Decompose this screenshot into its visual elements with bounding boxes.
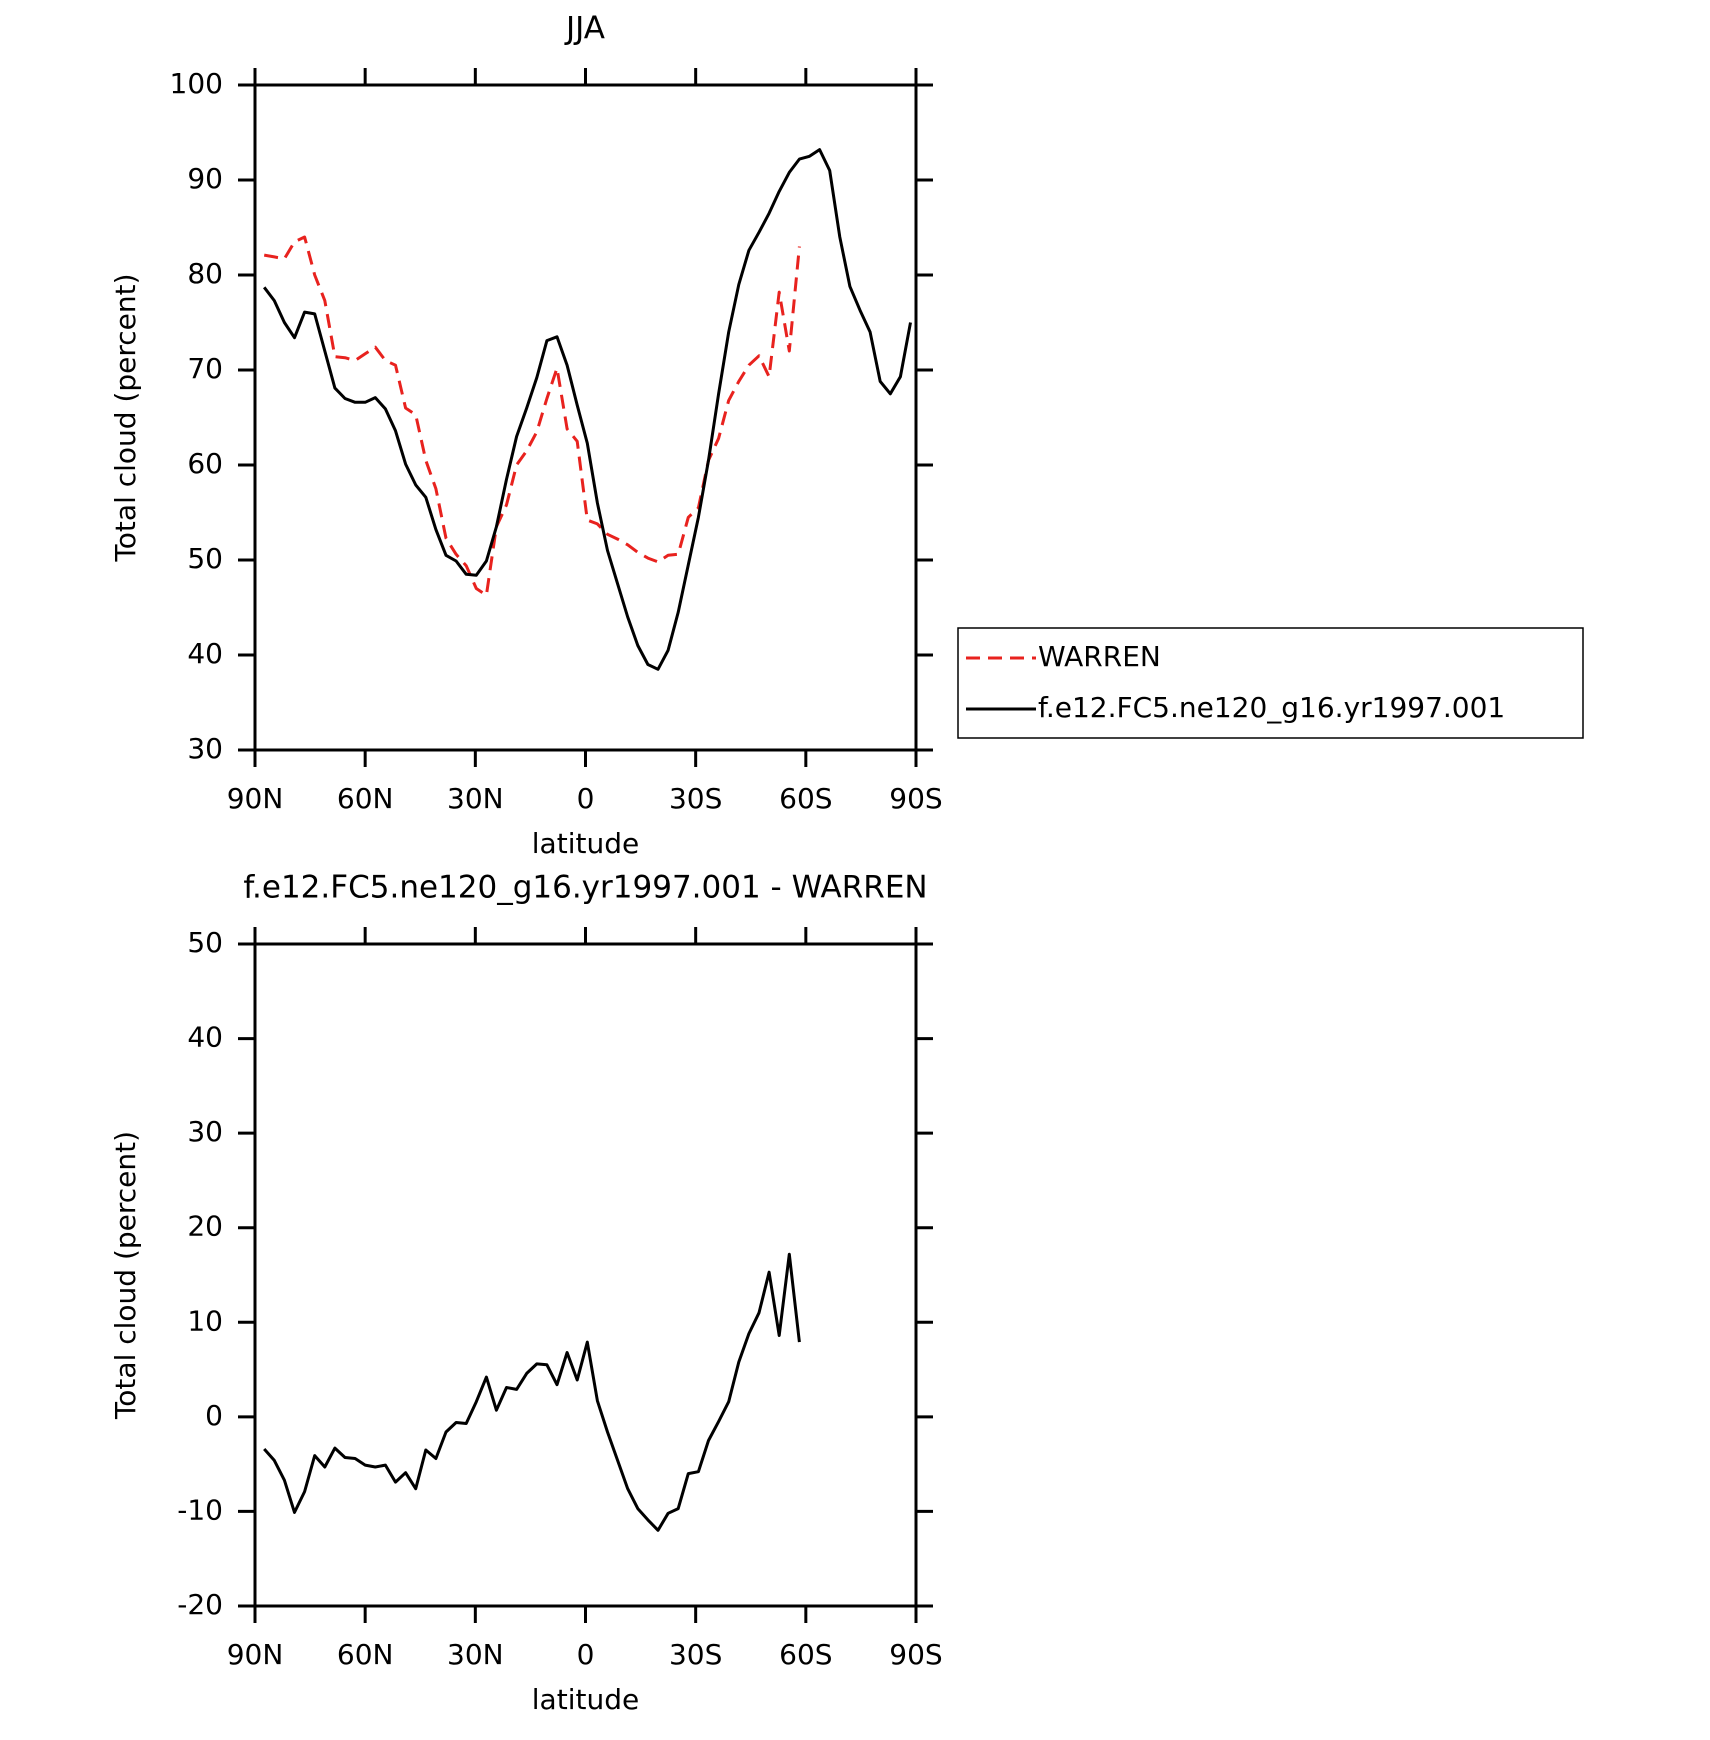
y-tick-label: 0: [205, 1399, 223, 1432]
y-tick-label: 90: [187, 162, 223, 195]
y-tick-label: 40: [187, 637, 223, 670]
x-tick-label: 0: [577, 1638, 595, 1671]
y-tick-label: 80: [187, 257, 223, 290]
x-tick-label: 30N: [447, 1638, 504, 1671]
data-line: [263, 1252, 801, 1532]
chart-title: f.e12.FC5.ne120_g16.yr1997.001 - WARREN: [243, 870, 927, 906]
y-tick-label: 40: [187, 1021, 223, 1054]
x-tick-label: 90N: [227, 1638, 284, 1671]
y-tick-label: 100: [170, 67, 223, 100]
legend-label: WARREN: [1038, 640, 1161, 673]
y-tick-label: 30: [187, 1115, 223, 1148]
x-tick-label: 30N: [447, 782, 504, 815]
x-tick-label: 60N: [337, 1638, 394, 1671]
chart-title: JJA: [564, 11, 605, 47]
y-tick-label: 60: [187, 447, 223, 480]
y-axis-label: Total cloud (percent): [109, 1131, 142, 1420]
x-tick-label: 30S: [669, 1638, 722, 1671]
x-tick-label: 60N: [337, 782, 394, 815]
y-tick-label: 50: [187, 926, 223, 959]
x-tick-label: 60S: [779, 1638, 832, 1671]
plot-frame: [253, 83, 918, 752]
y-tick-label: 50: [187, 542, 223, 575]
y-tick-label: 10: [187, 1304, 223, 1337]
y-tick-label: -20: [177, 1588, 223, 1621]
x-tick-label: 90S: [889, 1638, 942, 1671]
y-tick-label: 30: [187, 732, 223, 765]
x-axis-label: latitude: [532, 1683, 639, 1716]
x-tick-label: 90S: [889, 782, 942, 815]
x-tick-label: 60S: [779, 782, 832, 815]
legend-box: [957, 627, 1584, 739]
x-tick-label: 0: [577, 782, 595, 815]
y-axis-label: Total cloud (percent): [109, 273, 142, 562]
legend-label: f.e12.FC5.ne120_g16.yr1997.001: [1038, 691, 1505, 724]
data-line: [263, 235, 801, 597]
y-tick-label: 20: [187, 1210, 223, 1243]
x-axis-label: latitude: [532, 827, 639, 860]
x-tick-label: 90N: [227, 782, 284, 815]
plot-frame: [253, 942, 918, 1608]
y-tick-label: 70: [187, 352, 223, 385]
y-tick-label: -10: [177, 1493, 223, 1526]
x-tick-label: 30S: [669, 782, 722, 815]
data-line: [263, 148, 912, 671]
